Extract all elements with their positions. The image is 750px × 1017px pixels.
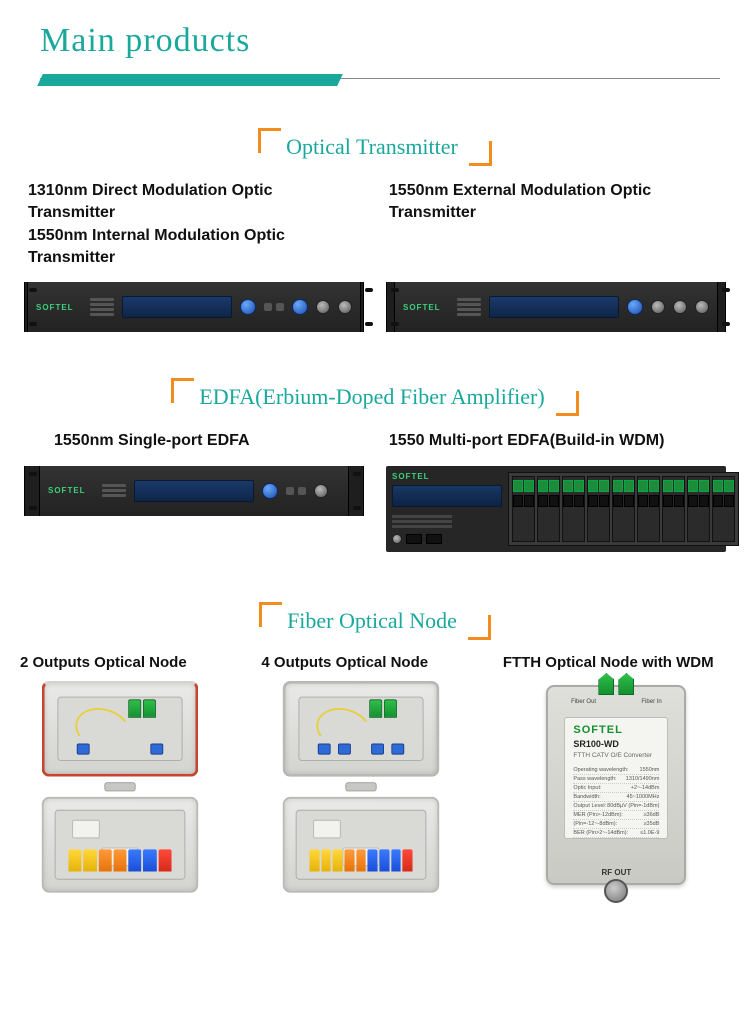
lcd-display [122, 296, 232, 318]
title-underline [40, 70, 720, 90]
device-2out-node [28, 681, 212, 893]
node-2out-cell: 2 Outputs Optical Node [20, 654, 247, 911]
sc-connector-icon [128, 699, 141, 717]
device-1310-transmitter: SOFTEL [24, 282, 364, 332]
port [314, 484, 328, 498]
port [695, 300, 709, 314]
ftth-spec-row: Optic Input:+2~-14dBm [573, 784, 659, 793]
ftth-spec-row: Pass wavelength:1310/1490nm [573, 775, 659, 784]
section-heading-node: Fiber Optical Node [0, 602, 750, 640]
section-heading-optical-transmitter: Optical Transmitter [0, 128, 750, 166]
device-brand-label: SOFTEL [403, 303, 449, 312]
ftth-spec-row: BER (Pin>2~-14dBm):≤1.0E-9 [573, 829, 659, 838]
edfa-devices-row: SOFTEL SOFTEL [0, 454, 750, 552]
page-title: Main products [40, 22, 710, 60]
control-knob [627, 299, 643, 315]
optic-port [338, 300, 352, 314]
ftth-model: SR100-WD [573, 739, 659, 749]
node-4out-cell: 4 Outputs Optical Node [261, 654, 488, 911]
fiber-out-label: Fiber Out [571, 699, 596, 705]
terminal-strip [310, 849, 413, 871]
label-multi-port-edfa: 1550 Multi-port EDFA(Build-in WDM) [389, 430, 722, 452]
device-brand-label: SOFTEL [392, 472, 438, 481]
device-brand-label: SOFTEL [36, 303, 82, 312]
terminal-strip [68, 849, 171, 871]
control-knob [240, 299, 256, 315]
control-knob [262, 483, 278, 499]
label-4out-node: 4 Outputs Optical Node [261, 654, 488, 671]
bnc-connector-icon [604, 879, 628, 903]
sc-connectors [598, 673, 634, 695]
ftth-subtitle: FTTH CATV O/E Converter [573, 752, 659, 759]
rf-port [316, 300, 330, 314]
ftth-spec-row: Output Level:80dBµV (Pin=-1dBm) [573, 802, 659, 811]
page-header: Main products [0, 0, 750, 90]
transmitter-left-labels: 1310nm Direct Modulation Optic Transmitt… [28, 180, 361, 270]
transmitter-labels-row: 1310nm Direct Modulation Optic Transmitt… [0, 180, 750, 270]
port [651, 300, 665, 314]
label-single-port-edfa: 1550nm Single-port EDFA [28, 430, 361, 452]
label-ftth-node: FTTH Optical Node with WDM [503, 654, 730, 671]
sc-connector-icon [384, 699, 397, 717]
edfa-labels-row: 1550nm Single-port EDFA 1550 Multi-port … [0, 430, 750, 454]
node-row: 2 Outputs Optical Node [0, 654, 750, 911]
device-multi-edfa: SOFTEL [386, 466, 726, 552]
port [673, 300, 687, 314]
section-heading-edfa: EDFA(Erbium-Doped Fiber Amplifier) [0, 378, 750, 416]
sc-connector-icon [370, 699, 383, 717]
ftth-spec-row: (Pin=-12~-8dBm):≥35dB [573, 820, 659, 829]
section-title: EDFA(Erbium-Doped Fiber Amplifier) [199, 384, 544, 410]
ftth-spec-row: Bandwidth:45~1000MHz [573, 793, 659, 802]
transmitter-right-labels: 1550nm External Modulation Optic Transmi… [389, 180, 722, 270]
lcd-display [392, 485, 502, 507]
ftth-spec-plate: SOFTEL SR100-WD FTTH CATV O/E Converter … [564, 717, 668, 839]
label-1550-external: 1550nm External Modulation Optic Transmi… [389, 180, 722, 223]
device-single-edfa: SOFTEL [24, 466, 364, 516]
ftth-spec-row: Operating wavelength:1550nm [573, 766, 659, 775]
edfa-port-slots [508, 472, 739, 546]
control-knob [292, 299, 308, 315]
label-1550-internal: 1550nm Internal Modulation Optic Transmi… [28, 225, 361, 268]
node-ftth-cell: FTTH Optical Node with WDM Fiber Out Fib… [503, 654, 730, 911]
fiber-in-label: Fiber In [641, 699, 661, 705]
device-1550-ext-transmitter: SOFTEL [386, 282, 726, 332]
ftth-spec-row: MER (Pin>-12dBm):≥36dB [573, 811, 659, 820]
label-1310-direct: 1310nm Direct Modulation Optic Transmitt… [28, 180, 361, 223]
section-title: Optical Transmitter [286, 134, 458, 160]
device-ftth-node: Fiber Out Fiber In SOFTEL SR100-WD FTTH … [546, 685, 686, 885]
ftth-brand: SOFTEL [573, 724, 659, 736]
lcd-display [489, 296, 619, 318]
device-4out-node [269, 681, 453, 893]
transmitter-devices-row: SOFTEL SOFTEL [0, 270, 750, 332]
sc-connector-icon [143, 699, 156, 717]
device-brand-label: SOFTEL [48, 486, 94, 495]
lcd-display [134, 480, 254, 502]
rf-out-label: RF OUT [548, 868, 684, 877]
section-title: Fiber Optical Node [287, 608, 457, 634]
label-2out-node: 2 Outputs Optical Node [20, 654, 247, 671]
